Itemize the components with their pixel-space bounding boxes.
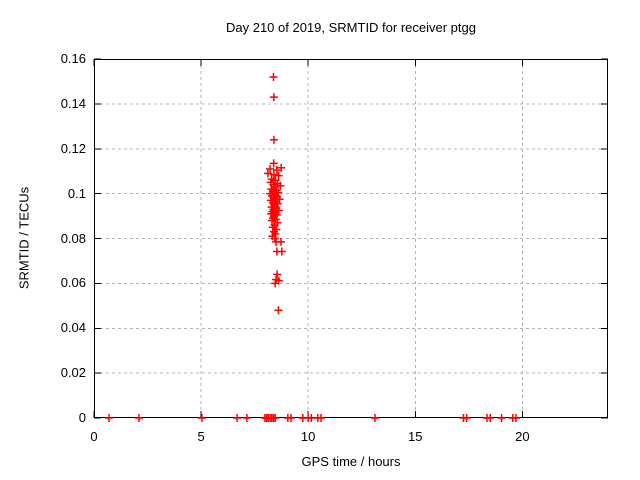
data-point-plus-marker (462, 414, 471, 422)
y-tick-label: 0.02 (60, 365, 86, 381)
x-tick-label: 0 (90, 429, 98, 444)
x-tick-label: 10 (300, 429, 316, 444)
data-point-plus-marker (271, 414, 280, 422)
data-point-plus-marker (269, 159, 278, 168)
data-point-plus-marker (275, 195, 284, 204)
y-tick-label: 0.16 (60, 51, 86, 66)
data-point-plus-marker (486, 414, 495, 422)
x-tick-label: 5 (197, 429, 205, 444)
data-point-plus-marker (317, 414, 326, 422)
data-point-plus-marker (274, 171, 283, 180)
data-point-plus-marker (266, 164, 275, 173)
data-point-plus-marker (267, 216, 276, 225)
chart-title: Day 210 of 2019, SRMTID for receiver ptg… (225, 20, 476, 35)
plot-border (94, 59, 608, 418)
y-tick-label: 0.08 (60, 230, 86, 246)
data-point-plus-marker (134, 414, 143, 422)
x-tick-label: 15 (408, 429, 423, 444)
data-point-plus-marker (497, 414, 506, 422)
data-point-plus-marker (287, 414, 296, 422)
data-point-plus-marker (233, 414, 242, 422)
data-point-plus-marker (511, 414, 520, 422)
data-point-plus-marker (269, 170, 278, 179)
x-tick-label: 20 (515, 429, 530, 444)
data-point-plus-marker (276, 237, 285, 246)
data-point-plus-marker (273, 270, 282, 279)
data-point-plus-marker (104, 414, 113, 422)
y-tick-label: 0.06 (60, 275, 86, 291)
y-tick-label: 0.04 (60, 320, 86, 336)
data-point-plus-marker (277, 247, 286, 256)
y-tick-label: 0.12 (60, 140, 86, 156)
data-point-plus-marker (277, 163, 286, 172)
data-point-plus-marker (242, 414, 251, 422)
y-tick-label: 0.1 (67, 185, 86, 201)
data-point-plus-marker (370, 414, 379, 422)
y-tick-label: 0 (78, 410, 86, 425)
data-point-plus-marker (271, 279, 280, 288)
y-tick-label: 0.14 (60, 95, 86, 111)
data-point-plus-marker (269, 72, 278, 81)
data-point-plus-marker (269, 135, 278, 144)
data-point-plus-marker (274, 306, 283, 315)
x-axis-label: GPS time / hours (301, 454, 401, 469)
data-point-plus-marker (276, 181, 285, 190)
data-point-plus-marker (269, 93, 278, 102)
data-point-plus-marker (272, 166, 281, 175)
data-point-plus-marker (273, 199, 282, 208)
data-point-plus-marker (263, 169, 272, 178)
data-point-plus-marker (197, 414, 206, 422)
